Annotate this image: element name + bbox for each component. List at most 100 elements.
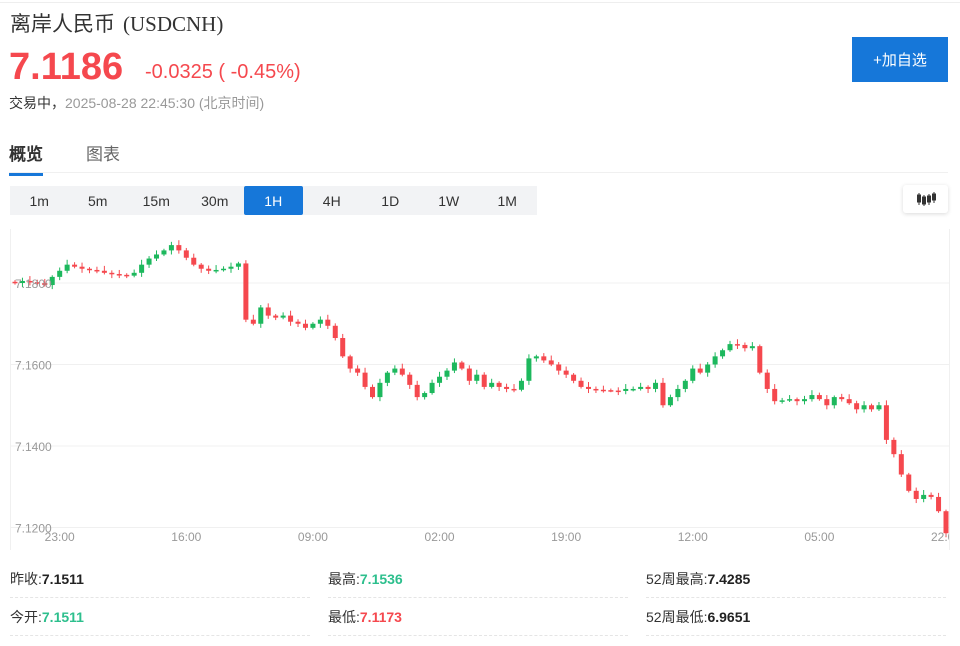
candle-body bbox=[921, 494, 927, 499]
instrument-title: 离岸人民币 (USDCNH) bbox=[10, 8, 223, 38]
candle-body bbox=[213, 269, 219, 272]
top-divider bbox=[0, 2, 960, 3]
candle-body bbox=[749, 346, 755, 349]
x-tick-label: 16:00 bbox=[171, 530, 201, 544]
candle-body bbox=[898, 454, 904, 475]
candle-body bbox=[742, 344, 748, 349]
add-watchlist-button[interactable]: +加自选 bbox=[852, 37, 948, 82]
candle-body bbox=[332, 325, 338, 339]
price-change: -0.0325 ( -0.45%) bbox=[145, 61, 301, 83]
candle-body bbox=[779, 400, 785, 402]
candle-body bbox=[667, 397, 673, 406]
candle-body bbox=[265, 307, 271, 316]
candle-body bbox=[913, 490, 919, 499]
x-tick-label: 22:00 bbox=[931, 530, 949, 544]
x-tick-label: 02:00 bbox=[425, 530, 455, 544]
candle-body bbox=[608, 390, 614, 392]
period-1M[interactable]: 1M bbox=[497, 192, 517, 209]
candle-body bbox=[690, 368, 696, 381]
stat-item: 今开: 7.1511 bbox=[10, 598, 310, 636]
candle-body bbox=[526, 358, 532, 381]
x-tick-label: 09:00 bbox=[298, 530, 328, 544]
candle-body bbox=[906, 474, 912, 491]
candle-body bbox=[444, 370, 450, 377]
candle-body bbox=[712, 356, 718, 365]
stat-item: 最高: 7.1536 bbox=[328, 560, 628, 598]
candle-body bbox=[124, 274, 130, 277]
candle-body bbox=[79, 266, 85, 269]
period-5m[interactable]: 5m bbox=[88, 192, 108, 209]
candle-body bbox=[816, 395, 822, 400]
candle-body bbox=[94, 269, 100, 272]
candle-body bbox=[705, 364, 711, 373]
candle-body bbox=[399, 368, 405, 375]
candle-body bbox=[116, 274, 122, 276]
candle-body bbox=[27, 280, 33, 283]
stat-item: 52周最低: 6.9651 bbox=[646, 598, 946, 636]
period-1W[interactable]: 1W bbox=[438, 192, 460, 209]
x-tick-label: 05:00 bbox=[804, 530, 834, 544]
candle-body bbox=[869, 405, 875, 410]
candle-body bbox=[250, 319, 256, 324]
candle-body bbox=[362, 372, 368, 387]
candle-body bbox=[518, 380, 524, 390]
candle-body bbox=[593, 388, 599, 391]
candle-body bbox=[19, 280, 25, 283]
period-15m[interactable]: 15m bbox=[142, 192, 170, 209]
candle-body bbox=[891, 439, 897, 455]
stat-value: 6.9651 bbox=[707, 608, 751, 625]
candle-body bbox=[310, 323, 316, 328]
candle-body bbox=[429, 382, 435, 394]
current-price: 7.1186 bbox=[9, 46, 124, 88]
candle-body bbox=[727, 344, 733, 351]
candle-body bbox=[57, 270, 63, 277]
period-1D[interactable]: 1D bbox=[381, 192, 400, 209]
candle-body bbox=[757, 346, 763, 373]
candle-body bbox=[243, 263, 249, 320]
price-chart[interactable]: 7.1800 7.1600 7.1400 7.1200 23:00 16:00 09:00 0… bbox=[10, 229, 960, 550]
candle-body bbox=[451, 362, 457, 371]
period-1m[interactable]: 1m bbox=[29, 192, 49, 209]
y-tick-label: 7.1400 bbox=[15, 440, 52, 454]
candle-body bbox=[355, 368, 361, 373]
candle-body bbox=[131, 272, 137, 276]
period-4H[interactable]: 4H bbox=[322, 192, 341, 209]
candle-body bbox=[42, 283, 48, 286]
candle-body bbox=[139, 264, 145, 273]
candle-body bbox=[288, 315, 294, 322]
candle-body bbox=[437, 376, 443, 383]
candle-body bbox=[563, 370, 569, 375]
candle-body bbox=[846, 399, 852, 404]
stat-value: 7.1511 bbox=[41, 570, 84, 587]
tab-chart[interactable]: 图表 bbox=[86, 145, 120, 164]
y-tick-label: 7.1200 bbox=[15, 522, 52, 536]
candle-body bbox=[578, 380, 584, 387]
candle-body bbox=[474, 374, 480, 381]
stat-label: 最高: bbox=[328, 570, 360, 587]
candle-body bbox=[787, 399, 793, 401]
stat-label: 今开: bbox=[10, 608, 42, 625]
candle-body bbox=[489, 382, 495, 387]
period-1H[interactable]: 1H bbox=[244, 186, 303, 215]
candle-body bbox=[12, 281, 18, 284]
candle-body bbox=[638, 386, 644, 389]
candle-body bbox=[936, 496, 942, 512]
candle-body bbox=[168, 245, 174, 251]
stat-label: 昨收: bbox=[10, 570, 42, 587]
stat-value: 7.1173 bbox=[359, 608, 402, 625]
candle-body bbox=[533, 356, 539, 359]
tab-overview[interactable]: 概览 bbox=[9, 140, 43, 176]
candle-body bbox=[504, 386, 510, 389]
candle-body bbox=[154, 254, 160, 259]
candle-body bbox=[191, 257, 197, 265]
x-tick-label: 12:00 bbox=[678, 530, 708, 544]
period-30m[interactable]: 30m bbox=[201, 192, 229, 209]
candle-body bbox=[370, 386, 376, 398]
candle-body bbox=[347, 356, 353, 369]
trading-status: 交易中，2025-08-28 22:45:30 (北京时间) bbox=[9, 93, 264, 113]
chart-type-button[interactable] bbox=[903, 185, 948, 213]
y-tick-label: 7.1600 bbox=[15, 359, 52, 373]
candle-body bbox=[794, 399, 800, 402]
timestamp: 2025-08-28 22:45:30 (北京时间) bbox=[65, 95, 265, 111]
candle-body bbox=[541, 356, 547, 361]
